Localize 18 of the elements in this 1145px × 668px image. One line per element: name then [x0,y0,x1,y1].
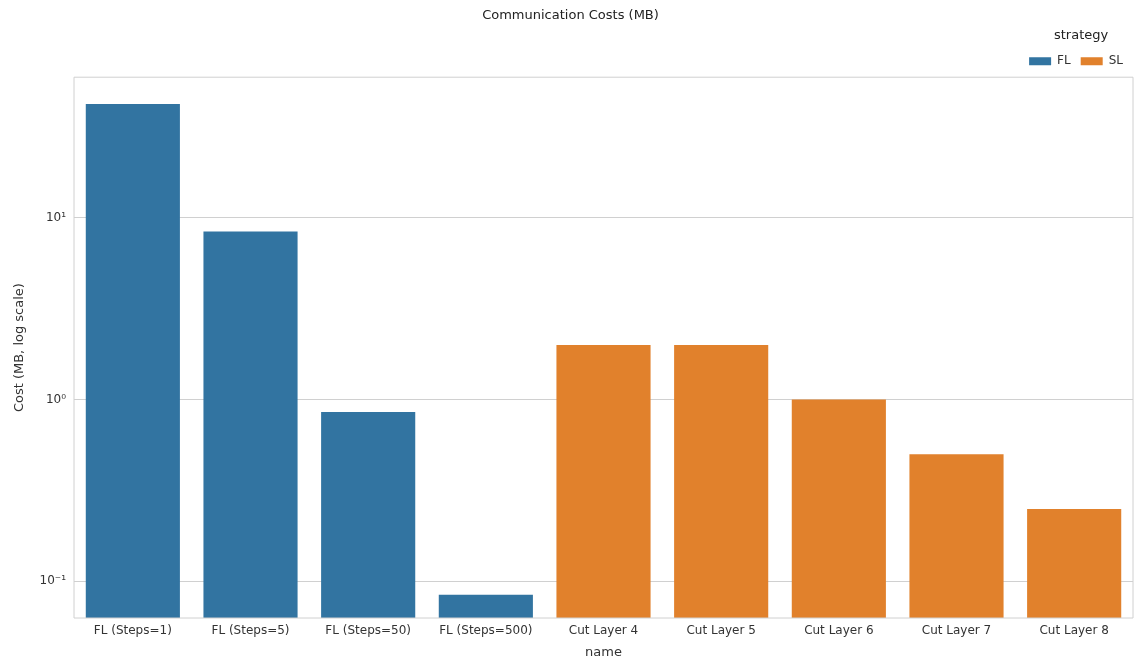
legend-label: FL [1057,53,1072,68]
x-tick-label: Cut Layer 4 [568,623,639,638]
y-tick-label: 10⁰ [45,391,67,406]
y-tick-label: 10¹ [45,210,67,225]
y-axis-title: Cost (MB, log scale) [11,283,27,413]
legend-title: strategy [1053,27,1109,43]
x-tick-label: Cut Layer 6 [804,623,874,638]
x-tick-label: Cut Layer 5 [686,623,756,638]
x-tick-label: Cut Layer 7 [921,623,992,638]
x-tick-label: Cut Layer 8 [1039,623,1109,638]
x-tick-label: FL (Steps=1) [93,623,172,638]
chart-title: Communication Costs (MB) [482,7,659,23]
x-tick-label: FL (Steps=500) [439,623,533,638]
legend-label: SL [1108,53,1124,68]
y-tick-label: 10⁻¹ [39,573,67,588]
x-axis-title: name [585,643,622,659]
x-tick-label: FL (Steps=5) [211,623,290,638]
x-tick-label: FL (Steps=50) [325,623,412,638]
